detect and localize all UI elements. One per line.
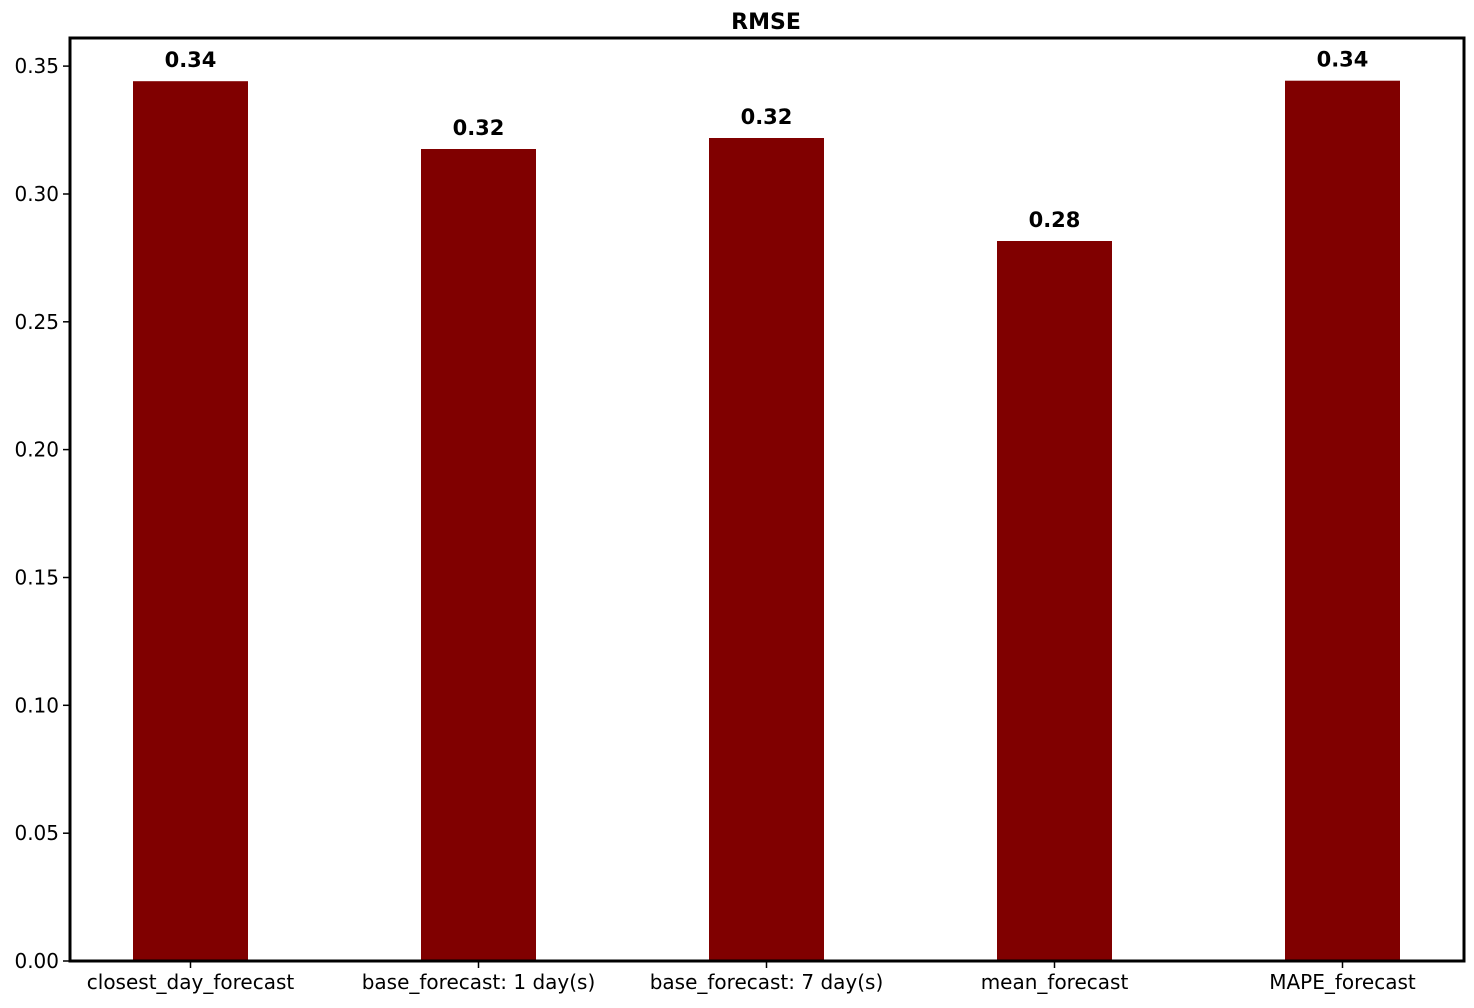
y-tick-label: 0.05 bbox=[14, 821, 59, 845]
chart-title: RMSE bbox=[731, 10, 801, 35]
bar-mean-forecast bbox=[997, 241, 1112, 961]
y-tick-label: 0.15 bbox=[14, 566, 59, 590]
bar-value-label: 0.28 bbox=[1029, 208, 1081, 232]
y-tick-label: 0.20 bbox=[14, 438, 59, 462]
x-tick-label: base_forecast: 7 day(s) bbox=[650, 970, 884, 994]
bar-base-forecast-1-day-s bbox=[421, 149, 536, 961]
y-axis: 0.00 0.05 0.10 0.15 0.20 0.25 0.30 0.35 bbox=[14, 54, 70, 973]
x-tick-label: MAPE_forecast bbox=[1269, 970, 1416, 994]
x-tick-label: closest_day_forecast bbox=[87, 970, 295, 994]
y-tick-label: 0.30 bbox=[14, 182, 59, 206]
x-tick-label: base_forecast: 1 day(s) bbox=[362, 970, 596, 994]
x-axis: closest_day_forecast base_forecast: 1 day… bbox=[87, 961, 1416, 994]
bars-layer bbox=[133, 80, 1400, 961]
bar-base-forecast-7-day-s bbox=[709, 138, 824, 961]
bar-closest-day-forecast bbox=[133, 81, 248, 961]
plot-frame bbox=[68, 36, 1466, 963]
y-tick-label: 0.35 bbox=[14, 54, 59, 78]
bar-value-label: 0.32 bbox=[453, 116, 505, 140]
bar-value-label: 0.34 bbox=[1317, 48, 1369, 72]
x-tick-label: mean_forecast bbox=[981, 970, 1129, 994]
bar-value-label: 0.34 bbox=[165, 48, 217, 72]
bar-value-label: 0.32 bbox=[741, 105, 793, 129]
value-labels-layer: 0.34 0.32 0.32 0.28 0.34 bbox=[165, 48, 1369, 232]
y-tick-label: 0.00 bbox=[14, 949, 59, 973]
bar-mape-forecast bbox=[1285, 80, 1400, 961]
y-tick-label: 0.25 bbox=[14, 310, 59, 334]
y-tick-label: 0.10 bbox=[14, 693, 59, 717]
